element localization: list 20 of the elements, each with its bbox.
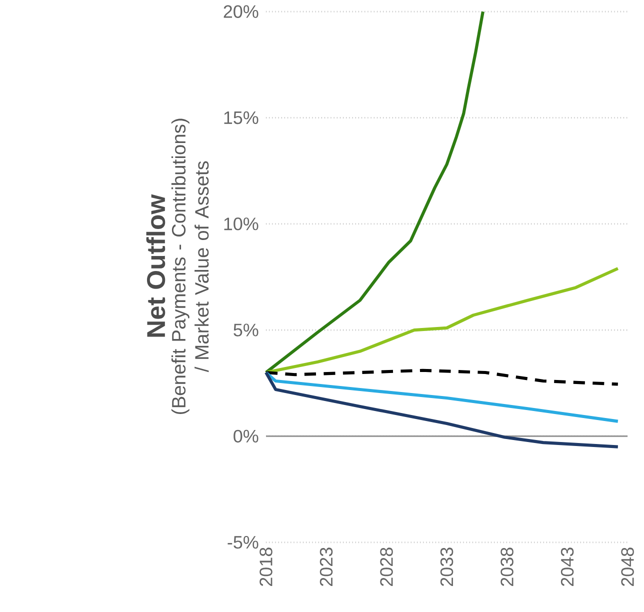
line-series (264, 370, 620, 448)
y-tick-label: 10% (224, 218, 258, 230)
y-axis-title: Net Outflow (146, 194, 166, 337)
x-tick-label: 2033 (440, 548, 454, 586)
line-series (264, 10, 484, 374)
x-tick-label: 2023 (320, 548, 333, 586)
y-tick-label: 5% (234, 324, 258, 336)
x-tick-label: 2038 (500, 548, 514, 586)
text: (Benefit Payments - Contributions) / Market Value of Assets (171, 118, 209, 414)
y-tick-label: 20% (224, 5, 258, 18)
line-series (264, 266, 620, 374)
x-tick-label: 2043 (560, 548, 574, 586)
line-series (264, 368, 620, 386)
x-tick-label: 2048 (621, 548, 634, 586)
y-tick-label: -5% (228, 536, 258, 549)
y-tick-label: 15% (224, 111, 258, 124)
y-tick-label: 0% (234, 430, 258, 443)
line-series (264, 370, 620, 423)
x-tick-label: 2018 (260, 548, 272, 586)
x-tick-label: 2028 (380, 548, 393, 586)
